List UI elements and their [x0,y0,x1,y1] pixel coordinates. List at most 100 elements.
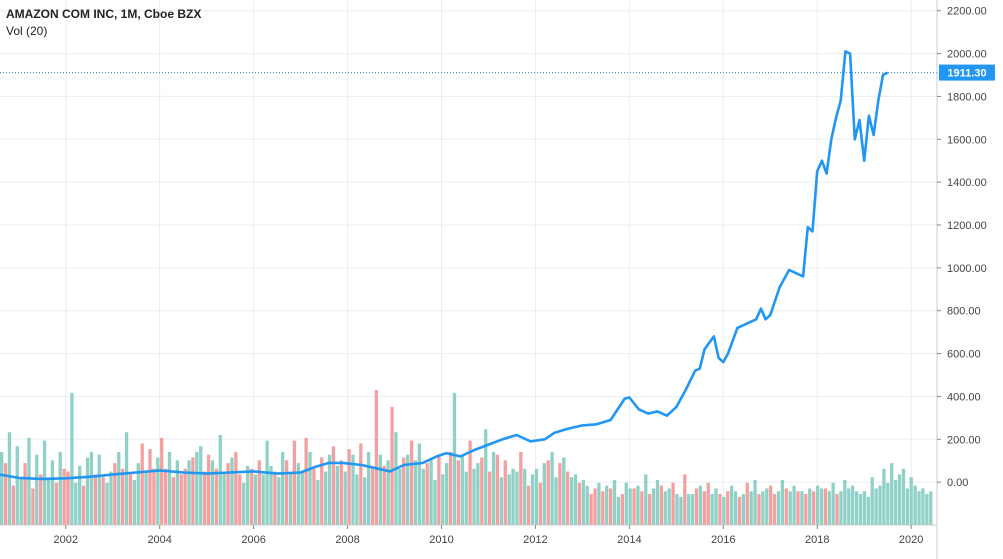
volume-bar [195,451,199,526]
time-tick-label: 2002 [54,534,78,546]
volume-bar [726,491,730,525]
volume-bar [206,454,211,525]
time-tick-label: 2012 [523,534,547,546]
volume-bar [554,477,558,525]
price-tick-label: 400.00 [947,391,981,403]
time-axis[interactable]: 2002 2004 2006 2008 2010 2012 2014 2016 2018 2020 [0,524,937,546]
volume-bar [472,468,476,525]
volume-bar [39,474,43,526]
volume-bar [144,471,148,525]
volume-bar [542,463,546,526]
volume-bar [163,468,168,525]
volume-bar [909,477,913,525]
volume-bar [663,491,667,525]
volume-bar [862,491,867,525]
volume-bar [257,460,261,525]
volume-bar [698,485,703,526]
volume-bar [499,477,503,525]
volume-bar [858,494,863,525]
volume-bar [847,488,851,525]
volume-bar [687,494,691,525]
volume-bar [550,451,554,526]
volume-bar [780,480,785,525]
volume-bar [140,443,144,525]
volume-bar [218,435,222,525]
volume-bar [339,460,343,525]
volume-bar [394,432,398,525]
volume-bar [117,451,121,526]
volume-bar [480,457,484,525]
volume-bar [46,480,51,525]
volume-bar [413,460,418,525]
volume-bar [156,457,160,525]
price-series [0,50,889,481]
volume-bar [761,491,765,525]
volume-bars [0,390,933,526]
volume-bar [70,392,74,525]
volume-bar [417,443,421,525]
volume-bar [382,465,386,525]
volume-bar [808,488,812,525]
volume-bar [597,482,601,525]
volume-bar [593,488,597,525]
symbol-title[interactable]: AMAZON COM INC, 1M, Cboe BZX [6,7,202,21]
volume-bar [374,390,379,525]
volume-bar [312,468,316,525]
volume-bar [109,471,113,525]
volume-bar [667,488,671,525]
volume-bar [429,460,433,525]
volume-bar [671,482,675,525]
volume-bar [503,460,507,525]
volume-bar [835,494,839,525]
volume-bar [124,432,129,525]
price-tick-label: 600.00 [947,349,981,361]
volume-bar [335,465,340,525]
volume-bar [796,491,800,525]
volume-bar [851,485,855,526]
volume-bar [901,468,906,525]
volume-bar [409,440,414,526]
volume-bar [7,432,12,525]
volume-bar [160,437,164,525]
volume-bar [191,457,195,525]
volume-indicator-label[interactable]: Vol (20) [6,24,48,38]
volume-bar [42,440,47,526]
volume-bar [347,449,351,525]
volume-bar [905,488,909,525]
volume-bar [620,494,624,525]
price-axis[interactable]: 2200.00 2000.00 1800.00 1600.00 1400.00 1200.… [936,0,987,559]
volume-bar [269,465,273,525]
volume-bar [363,477,367,525]
volume-bar [171,477,176,525]
volume-bar [58,451,62,526]
volume-bar [261,474,265,526]
volume-bar [644,474,648,526]
volume-bar [815,485,820,526]
volume-bar [515,471,519,525]
price-tick-label: 200.00 [947,434,981,446]
price-tick-label: 800.00 [947,306,981,318]
volume-bar [136,463,140,526]
volume-bar [113,463,117,526]
volume-bar [386,460,390,525]
volume-bar [81,485,86,526]
volume-bar [730,485,734,526]
volume-bar [527,485,531,526]
volume-bar [460,454,464,525]
volume-bar [601,491,605,525]
volume-bar [351,454,355,525]
volume-bar [23,463,27,526]
volume-bar [632,488,636,525]
volume-bar [15,446,19,525]
price-tick-label: 1000.00 [947,263,987,275]
volume-bar [585,485,589,526]
volume-bar [320,457,324,525]
volume-bar [93,474,97,526]
volume-bar [277,477,281,525]
last-price-label: 1911.30 [947,68,986,80]
volume-bar [733,491,738,525]
volume-bar [792,485,796,526]
volume-bar [448,451,453,526]
volume-bar [819,488,824,525]
